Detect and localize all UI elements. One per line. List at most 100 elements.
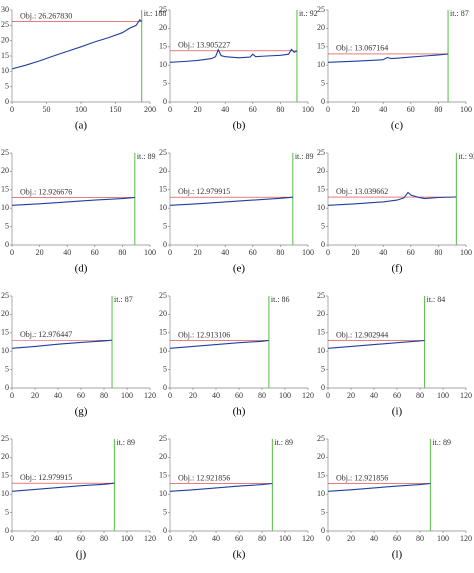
x-tick-label: 60 [393,534,401,543]
y-tick-label: 20 [159,309,167,318]
y-tick-label: 10 [1,346,9,355]
data-line [11,482,115,492]
x-tick-label: 80 [276,105,284,114]
y-tick-label: 20 [159,452,167,461]
data-line [327,53,449,63]
y-tick-label: 20 [317,166,325,175]
x-tick-label: 0 [168,105,172,114]
objective-label: Obj.: 12.979915 [20,473,72,482]
x-tick-label: 60 [77,391,85,400]
objective-label: Obj.: 12.979915 [178,187,230,196]
objective-label: Obj.: 13.067164 [336,44,388,53]
x-tick-label: 0 [168,391,172,400]
caption: (b) [233,120,246,132]
y-tick-label: 25 [159,148,167,157]
x-tick-label: 100 [121,534,133,543]
y-tick-label: 5 [163,221,167,230]
y-tick-label: 25 [1,291,9,300]
x-tick-label: 20 [347,534,355,543]
x-tick-label: 0 [168,534,172,543]
data-line [327,482,431,492]
y-tick-label: 20 [159,23,167,32]
x-tick-label: 120 [144,534,156,543]
caption: (i) [392,406,403,418]
y-tick-label: 5 [163,78,167,87]
objective-label: Obj.: 12.913106 [178,330,230,339]
y-tick-label: 20 [317,452,325,461]
data-line [169,339,269,349]
y-tick-label: 0 [5,240,9,249]
y-tick-label: 20 [1,35,9,44]
y-tick-label: 0 [321,97,325,106]
iteration-label: it.: 92 [299,9,318,18]
caption: (h) [233,406,246,418]
caption: (d) [75,263,88,275]
x-tick-label: 100 [460,248,472,257]
y-tick-label: 25 [159,5,167,14]
x-tick-label: 80 [100,534,108,543]
data-line [169,196,293,206]
objective-label: Obj.: 12.976447 [20,330,72,339]
y-tick-label: 5 [5,81,9,90]
x-tick-label: 20 [194,105,202,114]
x-tick-label: 20 [189,534,197,543]
x-tick-label: 0 [168,248,172,257]
objective-label: Obj.: 13.905227 [178,41,230,50]
caption: (j) [76,549,87,561]
x-tick-label: 100 [279,534,291,543]
x-tick-label: 80 [434,248,442,257]
x-tick-label: 20 [189,391,197,400]
y-tick-label: 10 [159,346,167,355]
x-tick-label: 60 [235,534,243,543]
y-tick-label: 5 [5,507,9,516]
x-tick-label: 40 [370,534,378,543]
x-tick-label: 120 [460,391,472,400]
y-tick-label: 0 [321,383,325,392]
x-tick-label: 0 [10,105,14,114]
data-line [327,191,457,206]
y-tick-label: 20 [317,309,325,318]
x-tick-label: 200 [144,105,156,114]
y-tick-label: 25 [317,5,325,14]
x-tick-label: 40 [54,391,62,400]
y-tick-label: 15 [317,328,325,337]
x-tick-label: 0 [10,248,14,257]
x-tick-label: 100 [437,534,449,543]
x-tick-label: 120 [460,534,472,543]
y-tick-label: 25 [1,434,9,443]
iteration-label: it.: 89 [137,152,156,161]
y-tick-label: 15 [317,42,325,51]
y-tick-label: 10 [317,60,325,69]
x-tick-label: 100 [302,105,314,114]
x-tick-label: 100 [302,248,314,257]
y-tick-label: 20 [1,309,9,318]
objective-label: Obj.: 12.921856 [178,473,230,482]
y-tick-label: 5 [5,364,9,373]
x-tick-label: 40 [54,534,62,543]
y-tick-label: 0 [163,526,167,535]
y-tick-label: 10 [1,489,9,498]
x-tick-label: 60 [77,534,85,543]
x-tick-label: 60 [249,105,257,114]
y-tick-label: 5 [321,78,325,87]
x-tick-label: 20 [31,534,39,543]
x-tick-label: 50 [43,105,51,114]
caption: (a) [75,120,88,132]
y-tick-label: 0 [163,97,167,106]
caption: (l) [392,549,403,561]
y-tick-label: 5 [163,507,167,516]
caption: (e) [233,263,246,275]
x-tick-label: 80 [416,391,424,400]
y-tick-label: 10 [159,203,167,212]
y-tick-label: 15 [159,471,167,480]
x-tick-label: 80 [258,534,266,543]
y-tick-label: 0 [5,526,9,535]
y-tick-label: 10 [317,346,325,355]
y-tick-label: 20 [1,166,9,175]
x-tick-label: 40 [221,248,229,257]
x-tick-label: 40 [212,534,220,543]
x-tick-label: 20 [347,391,355,400]
x-tick-label: 60 [407,105,415,114]
y-tick-label: 0 [163,240,167,249]
objective-label: Obj.: 12.921856 [336,473,388,482]
